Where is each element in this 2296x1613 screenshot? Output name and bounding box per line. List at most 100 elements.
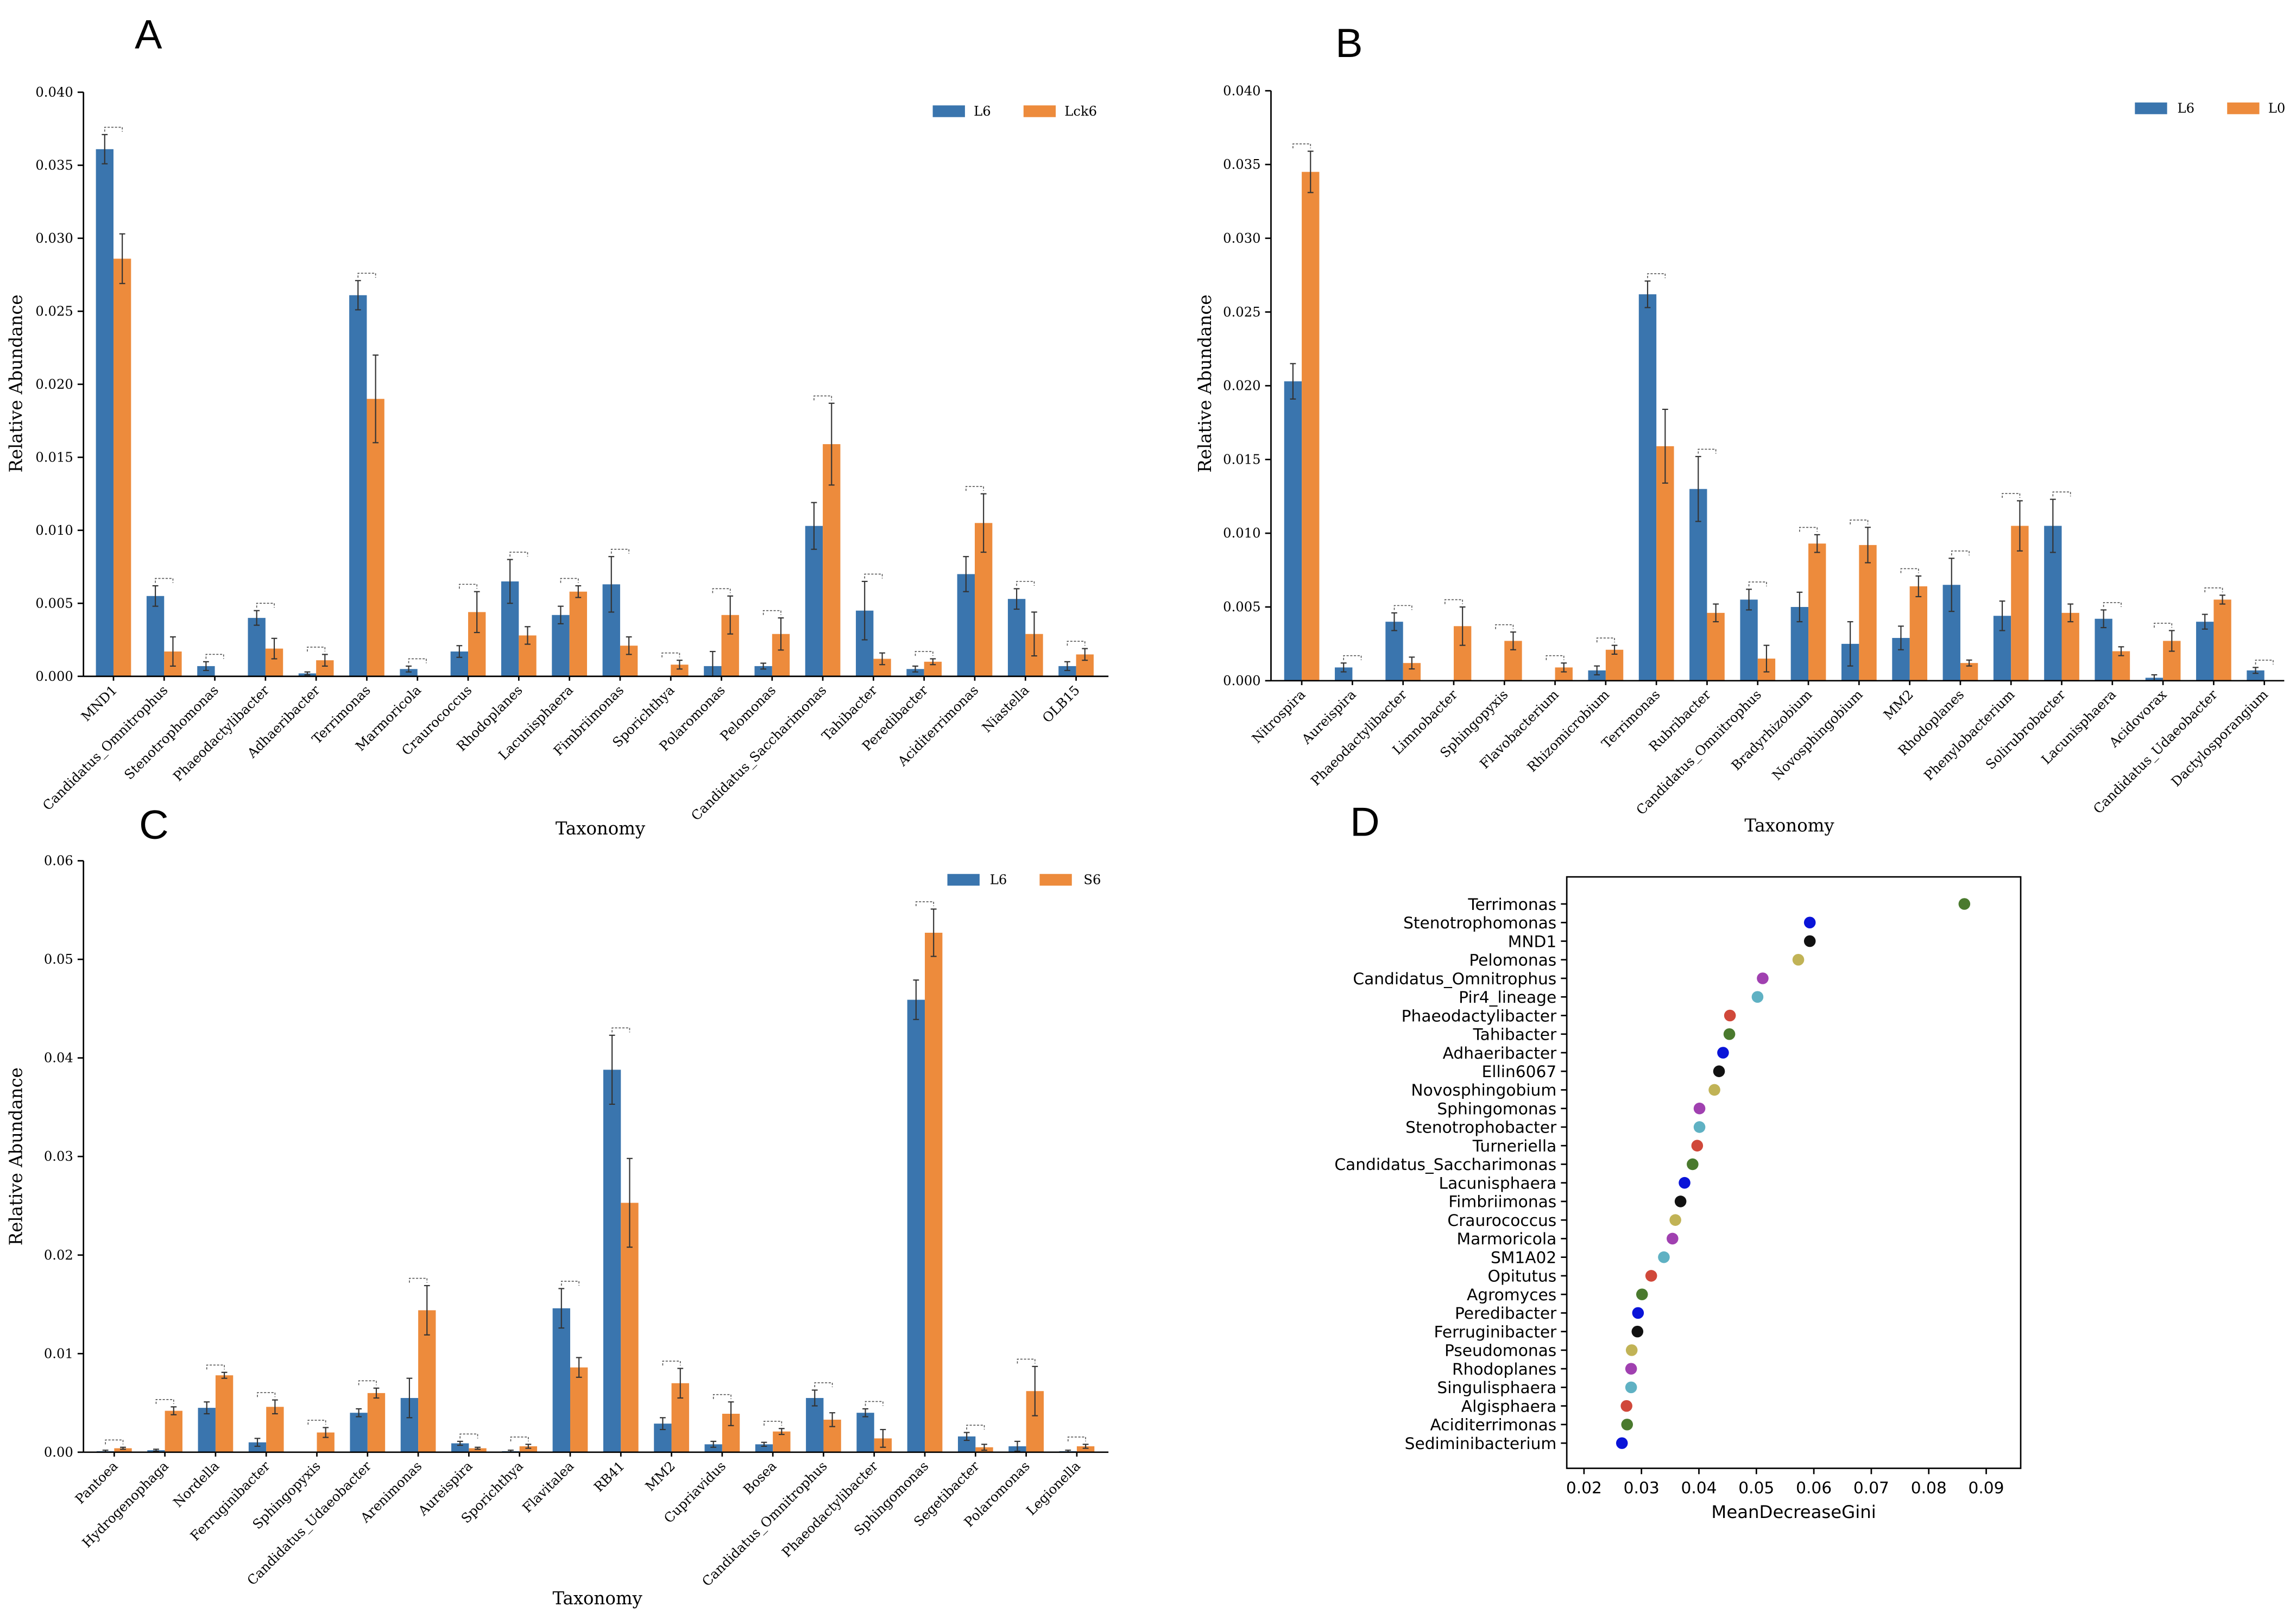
bar-c-s6 (165, 1410, 182, 1452)
bar-c-s6 (215, 1375, 234, 1452)
bar-b-l0 (1808, 543, 1826, 681)
significance-bracket (661, 652, 680, 657)
significance-bracket (2154, 623, 2173, 628)
point-d (1708, 1084, 1720, 1096)
bar-a-lck6 (367, 398, 384, 676)
y-tick-label-c: 0.02 (44, 1247, 73, 1263)
point-d (1724, 1009, 1736, 1022)
point-d (1636, 1288, 1648, 1300)
point-d (1803, 916, 1816, 929)
categories-a: MND1Candidatus_OmnitrophusStenotrophomon… (40, 676, 1083, 824)
bar-b-l0 (1605, 649, 1624, 681)
significance-bracket (1799, 527, 1818, 532)
significance-bracket (813, 395, 832, 401)
bar-c-l6 (552, 1308, 570, 1452)
category-label-c: Phaeodactylibacter (779, 1458, 881, 1560)
significance-bracket (914, 651, 933, 656)
significance-bracket (916, 901, 935, 907)
bar-a-l6 (349, 295, 367, 676)
significance-bracket (1292, 143, 1311, 149)
point-d (1717, 1047, 1729, 1059)
category-label-d: Aciditerrimonas (1430, 1415, 1556, 1434)
legend-swatch-a-2 (1023, 105, 1056, 117)
panel-letter-d: D (1350, 799, 1380, 845)
category-label-d: Algisphaera (1461, 1396, 1556, 1415)
legend-label-a-2: Lck6 (1064, 103, 1097, 119)
y-tick-label-b: 0.040 (1223, 83, 1260, 98)
category-label-c: Pantoea (72, 1458, 121, 1507)
legend-swatch-b-1 (2135, 102, 2167, 115)
category-label-d: Ellin6067 (1482, 1062, 1557, 1081)
y-ticks-a: 0.000 0.005 0.010 0.015 0.020 0.025 0.030 0.035… (35, 84, 84, 684)
bar-c-l6 (451, 1443, 469, 1452)
legend-c: L6 S6 (947, 872, 1101, 888)
point-d (1625, 1363, 1637, 1375)
y-tick-label-a: 0.040 (35, 84, 73, 100)
legend-label-a-1: L6 (974, 103, 991, 119)
y-tick-label-b: 0.035 (1223, 156, 1260, 172)
y-label-c: Relative Abundance (5, 1067, 26, 1245)
bar-c-s6 (266, 1407, 284, 1452)
significance-bracket (966, 486, 984, 491)
significance-bracket (2204, 587, 2223, 592)
x-label-a: Taxonomy (556, 818, 646, 839)
bar-b-l6 (1740, 599, 1758, 681)
category-label-c: MM2 (642, 1458, 678, 1495)
bar-a-lck6 (113, 258, 131, 676)
category-label-a: Phaeodactylibacter (170, 682, 272, 784)
significance-bracket (712, 588, 731, 593)
y-tick-label-c: 0.05 (44, 951, 73, 967)
point-d (1723, 1028, 1736, 1040)
bar-b-l0 (1302, 172, 1320, 681)
categories-d: TerrimonasStenotrophomonasMND1PelomonasC… (1334, 895, 1567, 1453)
significance-bracket (1016, 581, 1035, 586)
bar-c-s6 (570, 1367, 588, 1452)
significance-bracket (459, 1433, 478, 1439)
panel-letter-a: A (135, 11, 162, 57)
bars-b (1284, 143, 2274, 681)
significance-bracket (256, 603, 275, 608)
category-label-d: Stenotrophomonas (1403, 913, 1556, 932)
legend-label-c-1: L6 (990, 872, 1007, 888)
point-d (1616, 1437, 1628, 1449)
x-ticks-d: 0.02 0.03 0.04 0.05 0.06 0.07 0.08 0.09 (1566, 1468, 2004, 1497)
category-label-d: Tahibacter (1472, 1025, 1557, 1044)
y-tick-label-b: 0.015 (1223, 451, 1260, 467)
category-label-d: MND1 (1508, 932, 1556, 951)
significance-bracket (1017, 1358, 1036, 1364)
y-tick-label-b: 0.025 (1223, 304, 1260, 320)
point-d (1632, 1307, 1644, 1319)
category-label-d: Candidatus_Omnitrophus (1353, 969, 1556, 988)
y-label-a: Relative Abundance (5, 294, 26, 472)
category-label-d: Pir4_lineage (1459, 988, 1556, 1007)
point-d (1679, 1176, 1691, 1189)
significance-bracket (1850, 520, 1869, 524)
significance-bracket (865, 1401, 884, 1406)
bar-c-l6 (806, 1397, 824, 1452)
legend-a: L6 Lck6 (932, 103, 1097, 119)
x-label-b: Taxonomy (1744, 815, 1834, 836)
bars-a (96, 126, 1094, 677)
bar-c-s6 (114, 1448, 132, 1452)
x-tick-label-d: 0.07 (1853, 1478, 1889, 1497)
point-d (1687, 1158, 1699, 1171)
bar-c-l6 (856, 1413, 874, 1452)
significance-bracket (560, 578, 579, 583)
point-d (1792, 953, 1805, 966)
bar-b-l0 (2061, 612, 2079, 681)
significance-bracket (509, 552, 528, 557)
bar-a-l6 (197, 666, 215, 676)
panel-d: D 0.02 0.03 0.04 0.05 0.06 0.07 0.08 0.09 Terri… (1334, 799, 2022, 1522)
y-tick-label-a: 0.010 (35, 522, 73, 538)
significance-bracket (205, 654, 224, 659)
point-d (1691, 1140, 1704, 1152)
bar-c-l6 (350, 1413, 368, 1452)
significance-bracket (1343, 655, 1362, 660)
bar-c-s6 (1076, 1446, 1095, 1452)
bar-b-l0 (2213, 599, 2231, 681)
significance-bracket (762, 610, 781, 615)
significance-bracket (2052, 491, 2071, 497)
point-d (1803, 935, 1816, 947)
bars-c (96, 901, 1095, 1453)
significance-bracket (1444, 599, 1463, 604)
